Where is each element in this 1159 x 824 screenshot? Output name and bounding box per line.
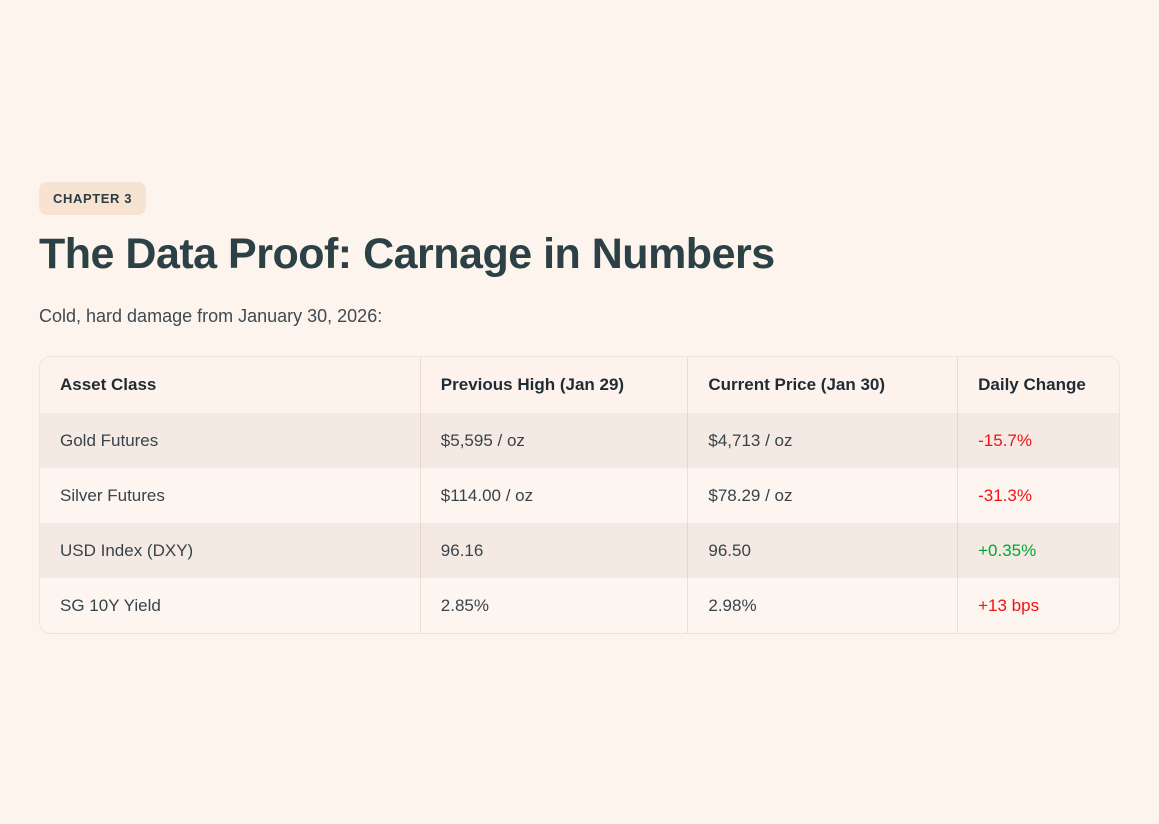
table-row-sg-10y-yield: SG 10Y Yield 2.85% 2.98% +13 bps [40,578,1119,634]
previous-high-cell: 96.16 [419,523,688,579]
previous-high-cell: 2.85% [419,578,688,634]
daily-change-value: -15.7% [978,430,1032,450]
table-row-usd-index: USD Index (DXY) 96.16 96.50 +0.35% [40,523,1119,579]
column-header-previous-high: Previous High (Jan 29) [419,357,688,414]
current-price-cell: $4,713 / oz [687,413,958,469]
page-subtitle: Cold, hard damage from January 30, 2026: [39,306,383,327]
daily-change-cell: +13 bps [957,578,1119,634]
article-content: CHAPTER 3 The Data Proof: Carnage in Num… [39,0,1120,635]
page-title: The Data Proof: Carnage in Numbers [39,230,775,278]
daily-change-cell: -31.3% [957,468,1119,524]
asset-class-cell: USD Index (DXY) [40,523,420,579]
column-header-current-price: Current Price (Jan 30) [687,357,958,414]
daily-change-cell: +0.35% [957,523,1119,579]
asset-class-cell: Gold Futures [40,413,420,469]
daily-change-value: +0.35% [978,540,1037,560]
column-header-daily-change: Daily Change [957,357,1119,414]
damage-data-table: Asset Class Previous High (Jan 29) Curre… [39,356,1120,635]
previous-high-cell: $5,595 / oz [419,413,688,469]
daily-change-value: -31.3% [978,485,1032,505]
chapter-badge: CHAPTER 3 [39,182,147,215]
table-header-row: Asset Class Previous High (Jan 29) Curre… [40,357,1119,414]
column-header-asset-class: Asset Class [40,357,420,414]
table-row-gold-futures: Gold Futures $5,595 / oz $4,713 / oz -15… [40,413,1119,469]
current-price-cell: $78.29 / oz [687,468,958,524]
previous-high-cell: $114.00 / oz [419,468,688,524]
table-row-silver-futures: Silver Futures $114.00 / oz $78.29 / oz … [40,468,1119,524]
current-price-cell: 96.50 [687,523,958,579]
daily-change-cell: -15.7% [957,413,1119,469]
asset-class-cell: Silver Futures [40,468,420,524]
current-price-cell: 2.98% [687,578,958,634]
daily-change-value: +13 bps [978,595,1040,615]
asset-class-cell: SG 10Y Yield [40,578,420,634]
